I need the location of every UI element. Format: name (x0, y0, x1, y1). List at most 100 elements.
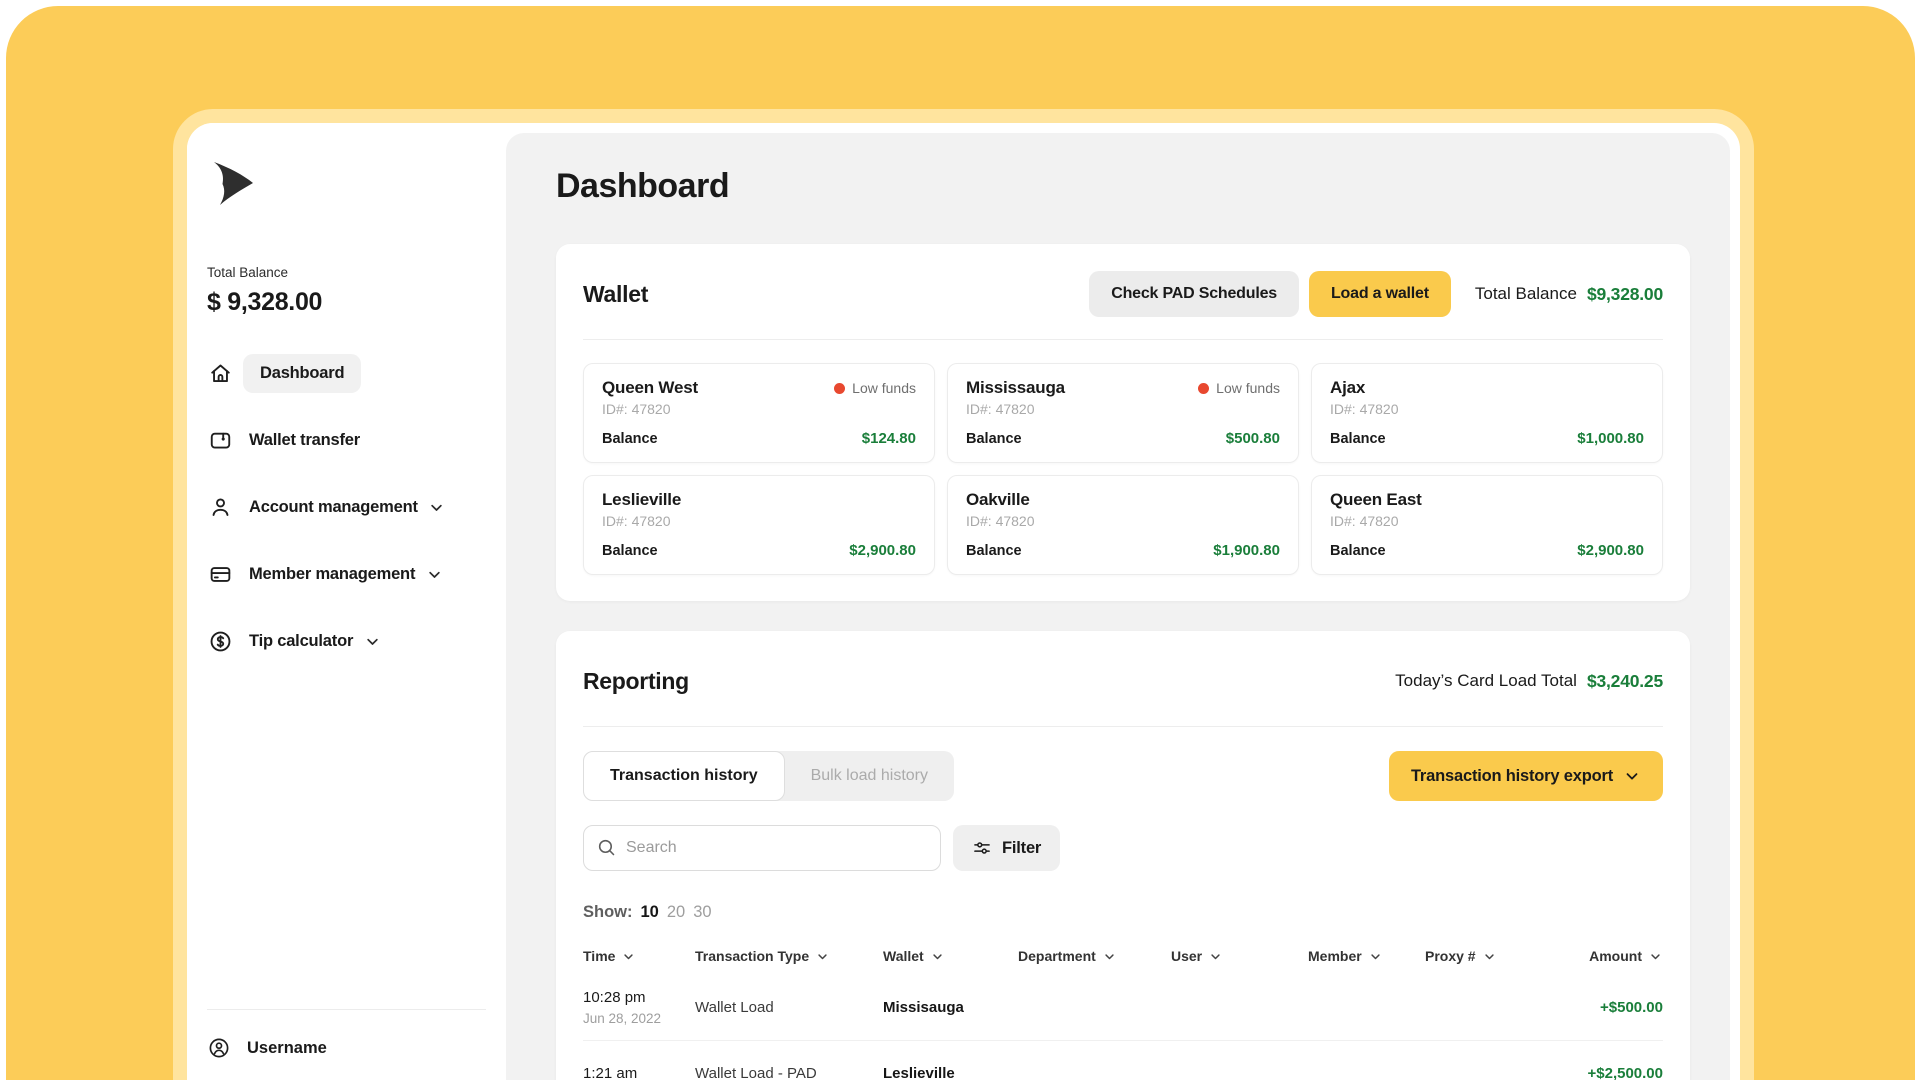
sort-chevron-icon (1368, 949, 1383, 964)
history-tabs: Transaction history Bulk load history (583, 751, 954, 801)
sort-chevron-icon (1102, 949, 1117, 964)
wallet-card-oakville[interactable]: Oakville ID#: 47820 Balance $1,900.80 (947, 475, 1299, 575)
column-header-department[interactable]: Department (1018, 948, 1171, 964)
cell-amount: +$2,500.00 (1587, 1065, 1664, 1080)
low-funds-badge: Low funds (1198, 380, 1280, 396)
sidebar-item-label: Wallet transfer (249, 430, 361, 449)
sort-chevron-icon (1208, 949, 1223, 964)
sidebar-item-account-management[interactable]: Account management (207, 485, 486, 529)
tab-transaction-history[interactable]: Transaction history (583, 751, 785, 801)
app-window: Total Balance $ 9,328.00 Dashboard Wallet… (187, 123, 1740, 1080)
low-funds-badge: Low funds (834, 380, 916, 396)
column-header-label: Member (1308, 948, 1362, 964)
wallet-id: ID#: 47820 (1330, 513, 1399, 529)
sidebar-nav: Dashboard Wallet transfer Account manageme… (207, 351, 486, 663)
wallet-card-leslieville[interactable]: Leslieville ID#: 47820 Balance $2,900.80 (583, 475, 935, 575)
cell-time: 10:28 pm Jun 28, 2022 (583, 989, 695, 1026)
time-value: 1:21 am (583, 1065, 638, 1080)
wallet-card-ajax[interactable]: Ajax ID#: 47820 Balance $1,000.80 (1311, 363, 1663, 463)
sidebar-item-wallet-transfer[interactable]: Wallet transfer (207, 418, 486, 462)
wallet-balance-value: $1,900.80 (1213, 542, 1280, 559)
column-header-label: Department (1018, 948, 1096, 964)
card-load-total: Today’s Card Load Total $3,240.25 (1395, 671, 1663, 692)
column-header-label: Transaction Type (695, 948, 810, 964)
wallet-name: Queen West (602, 378, 698, 397)
wallet-balance-value: $2,900.80 (849, 542, 916, 559)
filter-button-label: Filter (1002, 838, 1042, 857)
date-value: Jun 28, 2022 (583, 1010, 662, 1026)
low-funds-label: Low funds (852, 380, 916, 396)
sort-chevron-icon (621, 949, 636, 964)
filter-sliders-icon (972, 838, 992, 858)
show-option-20[interactable]: 20 (666, 903, 686, 921)
sort-chevron-icon (930, 949, 945, 964)
filter-button[interactable]: Filter (953, 825, 1061, 871)
column-header-proxy[interactable]: Proxy # (1425, 948, 1545, 964)
column-header-label: Proxy # (1425, 948, 1476, 964)
check-pad-schedules-button[interactable]: Check PAD Schedules (1089, 271, 1299, 317)
wallet-icon (207, 427, 233, 453)
column-header-user[interactable]: User (1171, 948, 1308, 964)
search-input[interactable] (583, 825, 941, 871)
wallet-balance-value: $2,900.80 (1577, 542, 1644, 559)
card-load-total-label: Today’s Card Load Total (1395, 671, 1577, 690)
wallet-section: Wallet Check PAD Schedules Load a wallet… (556, 244, 1690, 601)
wallet-section-header: Wallet Check PAD Schedules Load a wallet… (583, 270, 1663, 318)
column-header-label: Wallet (883, 948, 924, 964)
tab-bulk-load-history[interactable]: Bulk load history (810, 767, 928, 784)
table-header-row: Time Transaction Type Wallet Department User… (583, 938, 1663, 974)
wallet-name: Oakville (966, 490, 1030, 509)
table-row: 10:28 pm Jun 28, 2022 Wallet Load Missisaug… (583, 974, 1663, 1040)
sidebar-item-member-management[interactable]: Member management (207, 552, 486, 596)
sort-chevron-icon (815, 949, 830, 964)
low-funds-label: Low funds (1216, 380, 1280, 396)
time-value: 10:28 pm (583, 988, 646, 1006)
dollar-circle-icon (207, 628, 233, 654)
sidebar-item-dashboard[interactable]: Dashboard (207, 351, 486, 395)
wallet-name: Mississauga (966, 378, 1065, 397)
transaction-history-export-button[interactable]: Transaction history export (1388, 751, 1663, 801)
user-circle-icon (207, 1036, 231, 1060)
low-funds-dot-icon (1198, 382, 1210, 394)
wallet-name: Ajax (1330, 378, 1366, 397)
column-header-label: Time (583, 948, 616, 964)
wallet-card-mississauga[interactable]: Mississauga Low funds ID#: 47820 Balance $50… (947, 363, 1299, 463)
transactions-table: Time Transaction Type Wallet Department User… (583, 938, 1663, 1080)
column-header-wallet[interactable]: Wallet (883, 948, 1018, 964)
wallet-card-queen-east[interactable]: Queen East ID#: 47820 Balance $2,900.80 (1311, 475, 1663, 575)
show-option-30[interactable]: 30 (693, 903, 712, 921)
reporting-tabs-row: Transaction history Bulk load history Tra… (583, 751, 1663, 801)
sidebar-footer: Username (207, 1009, 486, 1060)
wallet-card-queen-west[interactable]: Queen West Low funds ID#: 47820 Balance $124… (583, 363, 935, 463)
wallet-total-balance-value: $9,328.00 (1586, 283, 1663, 304)
cell-time: 1:21 am (583, 1065, 695, 1080)
user-menu[interactable]: Username (207, 1036, 486, 1060)
table-body: 10:28 pm Jun 28, 2022 Wallet Load Missisaug… (583, 974, 1663, 1080)
wallet-balance-label: Balance (1330, 430, 1386, 447)
cell-transaction-type: Wallet Load - PAD (695, 1065, 817, 1080)
sidebar-item-tip-calculator[interactable]: Tip calculator (207, 619, 486, 663)
chevron-down-icon (1623, 767, 1641, 785)
chevron-down-icon (427, 497, 447, 517)
wallet-name: Leslieville (602, 490, 682, 509)
chevron-down-icon (424, 564, 444, 584)
show-option-10[interactable]: 10 (640, 903, 659, 921)
load-a-wallet-button[interactable]: Load a wallet (1308, 271, 1451, 317)
total-balance-label: Total Balance (207, 265, 289, 280)
column-header-transaction-type[interactable]: Transaction Type (695, 948, 883, 964)
wallet-balance-label: Balance (1330, 542, 1386, 559)
reporting-section: Reporting Today’s Card Load Total $3,240… (556, 631, 1690, 1080)
column-header-time[interactable]: Time (583, 948, 695, 964)
search-filter-row: Filter (583, 825, 1663, 871)
column-header-amount[interactable]: Amount (1545, 948, 1663, 964)
wallet-divider (583, 339, 1663, 340)
search-box (583, 825, 941, 871)
sort-chevron-icon (1482, 949, 1497, 964)
page-title: Dashboard (556, 167, 730, 205)
card-load-total-value: $3,240.25 (1586, 670, 1663, 691)
logo-arrow-icon (207, 157, 259, 209)
wallet-balance-label: Balance (602, 430, 658, 447)
table-row: 1:21 am Wallet Load - PAD Leslieville +$2,5… (583, 1040, 1663, 1080)
column-header-member[interactable]: Member (1308, 948, 1425, 964)
